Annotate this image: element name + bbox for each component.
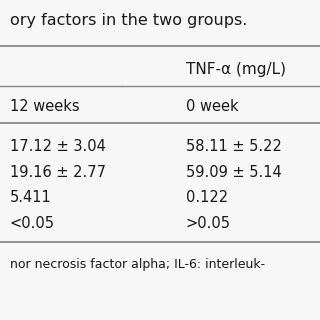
Text: ory factors in the two groups.: ory factors in the two groups. <box>10 13 247 28</box>
Text: <0.05: <0.05 <box>10 216 55 231</box>
Text: nor necrosis factor alpha; IL-6: interleuk-: nor necrosis factor alpha; IL-6: interle… <box>10 258 265 271</box>
Text: 17.12 ± 3.04: 17.12 ± 3.04 <box>10 139 106 154</box>
Text: TNF-α (mg/L): TNF-α (mg/L) <box>186 62 286 77</box>
Text: >0.05: >0.05 <box>186 216 231 231</box>
Text: 12 weeks: 12 weeks <box>10 99 79 114</box>
Text: 59.09 ± 5.14: 59.09 ± 5.14 <box>186 165 281 180</box>
Text: 0 week: 0 week <box>186 99 238 114</box>
Text: 58.11 ± 5.22: 58.11 ± 5.22 <box>186 139 282 154</box>
Text: 5.411: 5.411 <box>10 190 51 205</box>
Text: 0.122: 0.122 <box>186 190 228 205</box>
Text: 19.16 ± 2.77: 19.16 ± 2.77 <box>10 165 106 180</box>
